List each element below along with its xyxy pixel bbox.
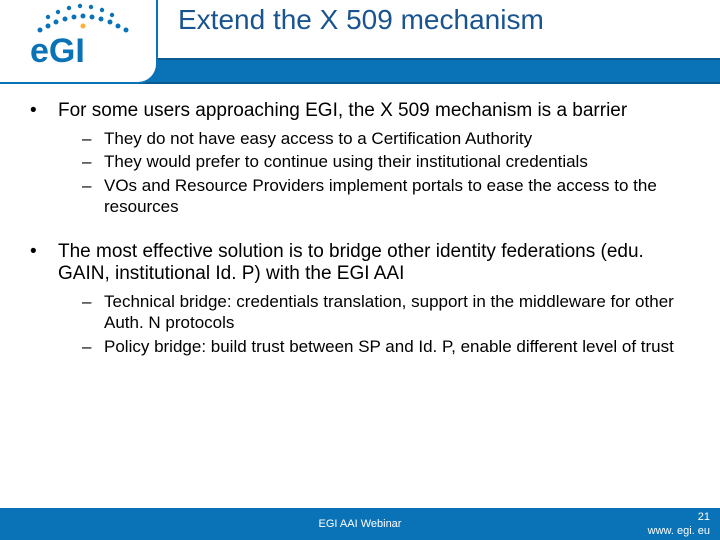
bullet-level-1: • The most effective solution is to brid… — [30, 241, 690, 285]
bullet-level-2: – Policy bridge: build trust between SP … — [82, 336, 690, 357]
bullet-level-2: – VOs and Resource Providers implement p… — [82, 175, 690, 218]
bullet-text: Policy bridge: build trust between SP an… — [104, 336, 674, 357]
bullet-level-2: – Technical bridge: credentials translat… — [82, 291, 690, 334]
bullet-marker: – — [82, 291, 104, 334]
logo-tab: eGI — [0, 0, 158, 84]
slide-header: eGI Extend the X 509 mechanism — [0, 0, 720, 78]
bullet-text: The most effective solution is to bridge… — [58, 241, 690, 285]
bullet-marker: – — [82, 128, 104, 149]
bullet-text: They do not have easy access to a Certif… — [104, 128, 532, 149]
title-bar: Extend the X 509 mechanism — [148, 0, 720, 40]
bullet-marker: • — [30, 241, 58, 285]
logo-svg: eGI — [10, 2, 150, 74]
bullet-marker: – — [82, 151, 104, 172]
slide-content: • For some users approaching EGI, the X … — [30, 100, 690, 490]
slide-title: Extend the X 509 mechanism — [178, 4, 544, 36]
bullet-level-2: – They do not have easy access to a Cert… — [82, 128, 690, 149]
bullet-level-2: – They would prefer to continue using th… — [82, 151, 690, 172]
egi-logo: eGI — [10, 2, 150, 74]
bullet-text: Technical bridge: credentials translatio… — [104, 291, 690, 334]
slide-footer: EGI AAI Webinar 21 www. egi. eu — [0, 508, 720, 540]
footer-center: EGI AAI Webinar — [0, 518, 720, 530]
bullet-marker: • — [30, 100, 58, 122]
spacer — [30, 219, 690, 241]
bullet-level-1: • For some users approaching EGI, the X … — [30, 100, 690, 122]
bullet-marker: – — [82, 336, 104, 357]
logo-dots-group — [38, 4, 129, 33]
bullet-text: For some users approaching EGI, the X 50… — [58, 100, 627, 122]
bullet-text: VOs and Resource Providers implement por… — [104, 175, 690, 218]
bullet-marker: – — [82, 175, 104, 218]
bullet-text: They would prefer to continue using thei… — [104, 151, 588, 172]
footer-right: 21 www. egi. eu — [648, 510, 710, 539]
footer-url: www. egi. eu — [648, 524, 710, 538]
logo-text: eGI — [30, 32, 85, 70]
page-number: 21 — [648, 510, 710, 524]
